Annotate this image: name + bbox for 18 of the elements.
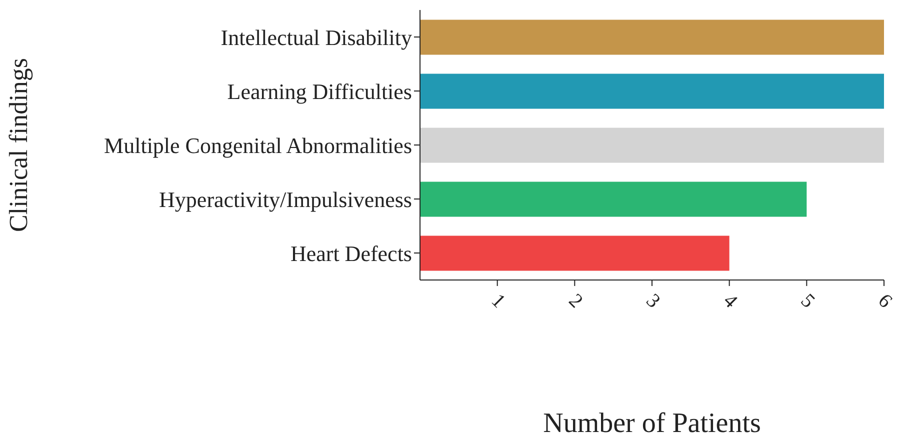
bar bbox=[420, 128, 884, 163]
y-tick-label: Intellectual Disability bbox=[220, 24, 412, 50]
bar bbox=[420, 20, 884, 55]
x-tick-label: 6 bbox=[874, 290, 896, 312]
bar bbox=[420, 74, 884, 109]
bar bbox=[420, 182, 807, 217]
y-axis-title: Clinical findings bbox=[4, 58, 34, 232]
x-tick-label: 3 bbox=[642, 290, 664, 312]
x-tick-label: 2 bbox=[564, 290, 587, 312]
x-axis-title: Number of Patients bbox=[543, 408, 761, 439]
y-tick-label: Heart Defects bbox=[290, 240, 412, 266]
y-tick-label: Learning Difficulties bbox=[227, 78, 412, 104]
x-tick-label: 5 bbox=[796, 290, 819, 312]
x-tick-label: 4 bbox=[719, 290, 742, 312]
x-tick-label: 1 bbox=[487, 290, 510, 312]
y-tick-label: Multiple Congenital Abnormalities bbox=[104, 132, 412, 158]
bar bbox=[420, 236, 730, 271]
y-tick-label: Hyperactivity/Impulsiveness bbox=[159, 186, 412, 212]
